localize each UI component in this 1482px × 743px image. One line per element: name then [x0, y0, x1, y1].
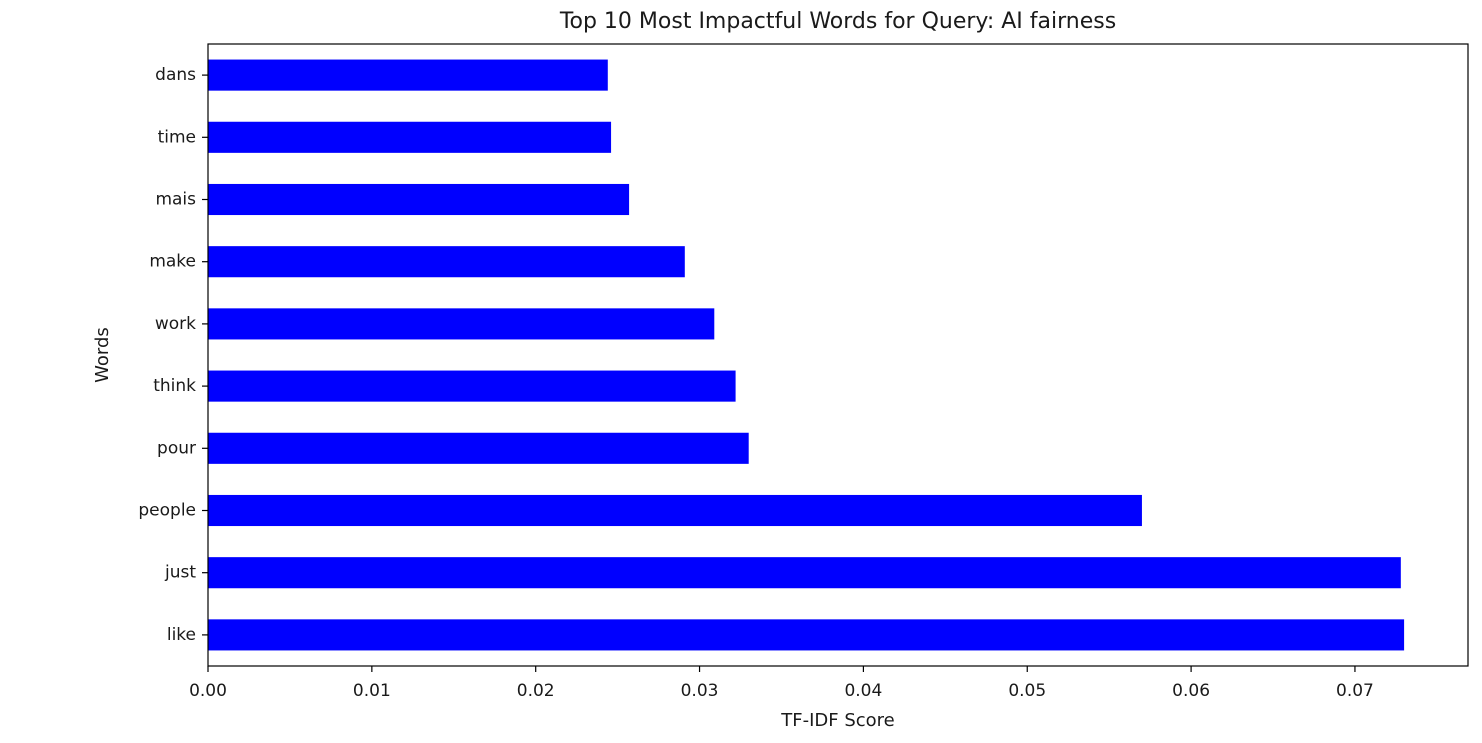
bar-work [208, 308, 715, 340]
y-tick-label: time [158, 127, 196, 147]
bar-like [208, 619, 1405, 651]
x-axis: 0.00 0.01 0.02 0.03 0.04 0.05 0.06 0.07 [189, 666, 1374, 701]
x-tick-label: 0.07 [1336, 681, 1374, 701]
x-tick-label: 0.00 [189, 681, 227, 701]
y-tick-label: think [153, 376, 196, 396]
y-tick-label: like [167, 625, 196, 645]
bar-pour [208, 432, 749, 464]
x-tick-label: 0.03 [681, 681, 719, 701]
y-tick-label: just [164, 563, 196, 583]
bar-time [208, 121, 612, 153]
x-axis-label: TF-IDF Score [780, 710, 895, 731]
x-tick-label: 0.05 [1008, 681, 1046, 701]
x-tick-label: 0.06 [1172, 681, 1210, 701]
x-tick-label: 0.01 [353, 681, 391, 701]
y-tick-label: people [138, 501, 196, 521]
bars-group [208, 59, 1405, 651]
y-tick-label: make [149, 252, 196, 272]
y-axis-label: Words [92, 327, 113, 383]
bar-dans [208, 59, 608, 91]
plot-frame [207, 43, 1469, 667]
bar-make [208, 246, 685, 278]
bar-just [208, 557, 1401, 589]
y-tick-label: mais [155, 190, 196, 210]
bar-people [208, 494, 1142, 527]
y-tick-label: dans [155, 65, 196, 85]
x-tick-label: 0.02 [517, 681, 555, 701]
chart-title: Top 10 Most Impactful Words for Query: A… [559, 9, 1116, 34]
x-tick-label: 0.04 [844, 681, 882, 701]
y-tick-label: pour [157, 438, 196, 458]
y-axis: like just people pour think work make mais time d… [138, 65, 208, 645]
bar-mais [208, 183, 630, 216]
bar-think [208, 370, 736, 402]
y-tick-label: work [155, 314, 196, 334]
